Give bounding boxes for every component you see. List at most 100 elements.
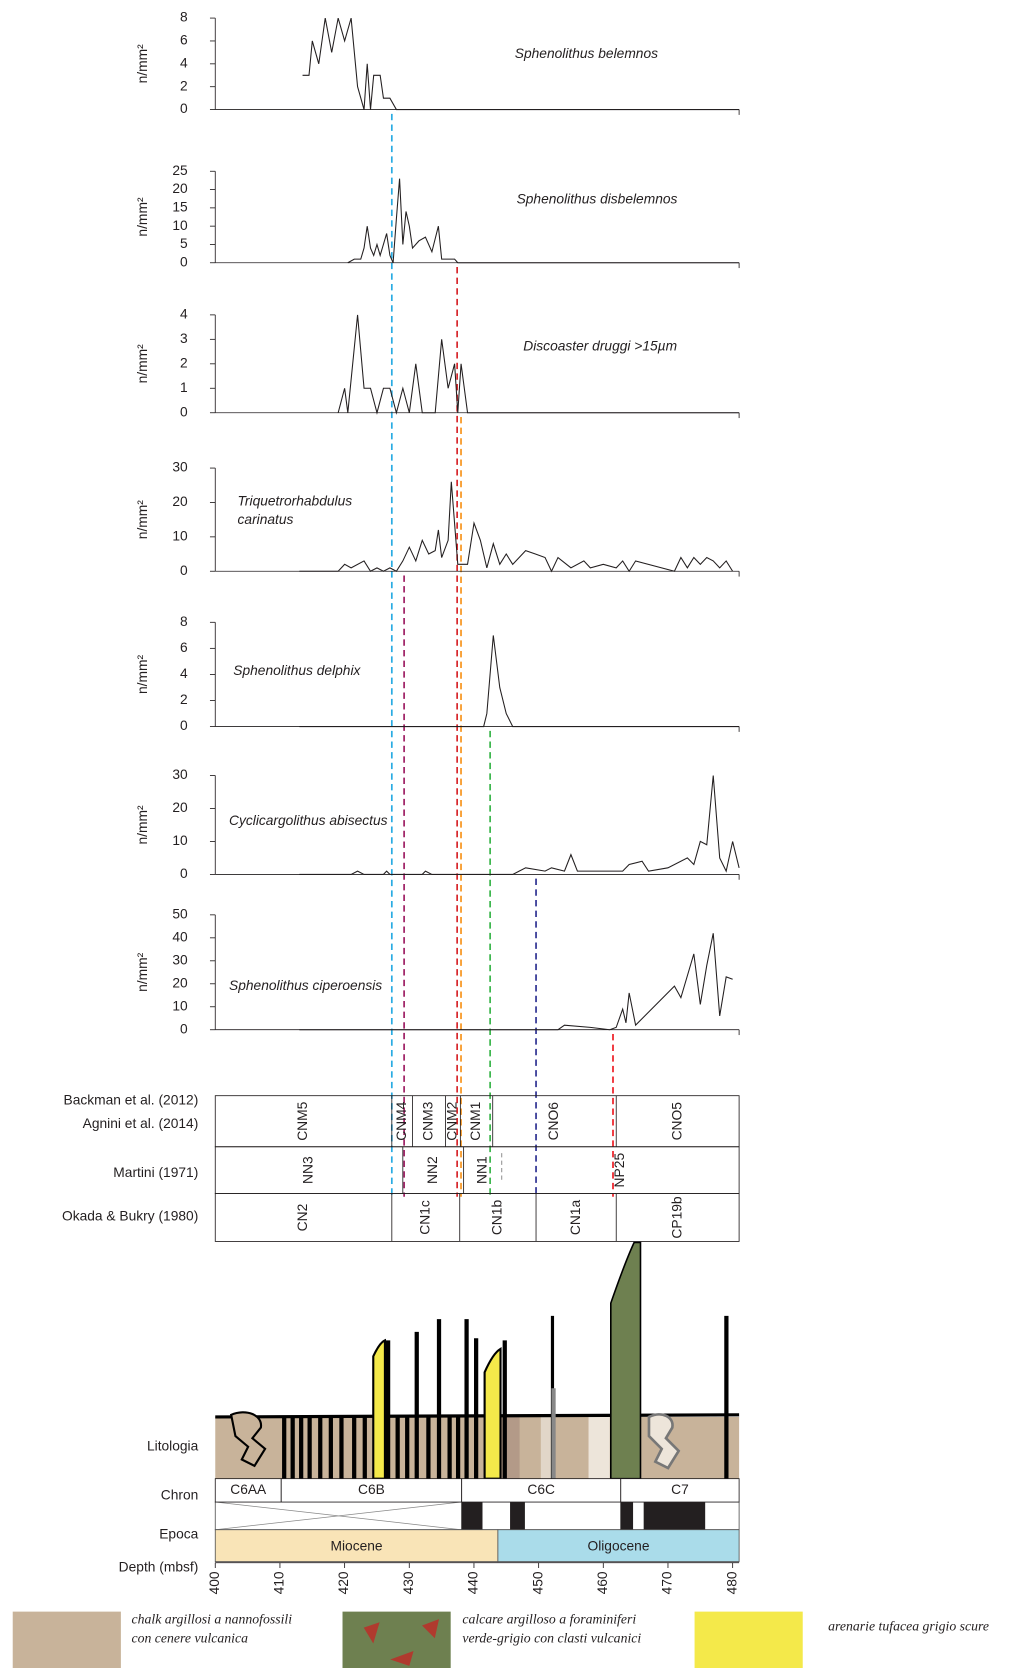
zone-label: CN2 [295,1204,310,1232]
series-line [338,315,739,413]
legend-text: con cenere vulcanica [131,1630,248,1645]
y-axis-label: n/mm² [135,805,150,845]
chron-name: C7 [671,1482,689,1497]
y-tick-label: 0 [180,866,188,881]
zone-label: CNM1 [468,1102,483,1141]
y-tick-label: 40 [172,929,188,944]
polarity [215,1502,739,1530]
legend-swatch [695,1612,803,1668]
y-tick-label: 2 [180,78,188,93]
zone-label: CN1c [417,1200,432,1235]
x-tick-label: 480 [724,1571,739,1594]
row-label: Agnini et al. (2014) [83,1116,199,1131]
panel-title: Sphenolithus delphix [233,663,361,678]
x-tick-label: 420 [336,1571,351,1594]
zone-row [215,1194,739,1242]
x-tick-label: 460 [595,1571,610,1594]
y-tick-label: 0 [180,404,188,419]
y-axis-label: n/mm² [135,500,150,540]
x-tick-label: 410 [272,1571,287,1594]
row-label: Backman et al. (2012) [64,1093,199,1108]
y-axis-label: n/mm² [135,344,150,384]
y-axis-label: n/mm² [135,952,150,992]
zone-label: CNM4 [394,1101,409,1140]
y-tick-label: 0 [180,254,188,269]
y-tick-label: 20 [172,800,188,815]
zone-label: NN2 [425,1156,440,1184]
chron-name: C6AA [230,1482,267,1497]
legend-swatch [13,1612,121,1668]
zone-label: NP25 [612,1153,627,1188]
zone-label: CNM2 [445,1102,460,1141]
panel-title: Sphenolithus ciperoensis [229,978,382,993]
epoch-name: Oligocene [587,1538,649,1553]
panel-title: carinatus [238,512,294,527]
y-axis-label: n/mm² [135,44,150,84]
y-tick-label: 0 [180,563,188,578]
y-tick-label: 15 [172,199,188,214]
lithology-label: Litologia [147,1438,199,1453]
panel-title: Triquetrorhabdulus [238,494,353,509]
y-tick-label: 30 [172,952,188,967]
lithology-column [215,1242,739,1478]
chron-name: C6B [358,1482,385,1497]
y-tick-label: 1 [180,380,188,395]
y-tick-label: 4 [180,666,188,681]
panel-title: Discoaster druggi >15µm [523,338,677,353]
series-line [299,635,739,726]
y-tick-label: 30 [172,460,188,475]
y-tick-label: 6 [180,640,188,655]
legend-text: arenarie tufacea grigio scure [828,1619,989,1634]
y-axis-label: n/mm² [135,197,150,237]
lithology-sand [485,1349,501,1479]
depth-axis-label: Depth (mbsf) [119,1560,199,1575]
figure: 02468n/mm²Sphenolithus belemnos051015202… [0,0,1018,1668]
y-tick-label: 20 [172,181,188,196]
y-tick-label: 20 [172,975,188,990]
zone-label: CNM5 [295,1101,310,1140]
panel-title: Sphenolithus belemnos [515,46,658,61]
x-tick-label: 430 [401,1571,416,1594]
chron-name: C6C [527,1482,555,1497]
zone-label: CNO6 [546,1102,561,1141]
y-tick-label: 10 [172,998,188,1013]
y-tick-label: 10 [172,218,188,233]
y-tick-label: 2 [180,355,188,370]
zone-label: CP19b [669,1196,684,1239]
zone-label: CNM3 [421,1101,436,1140]
epoch-label: Epoca [159,1527,198,1542]
y-tick-label: 50 [172,906,188,921]
series-line [303,18,740,109]
y-tick-label: 8 [180,614,188,629]
y-tick-label: 2 [180,692,188,707]
zone-label: CN1a [568,1200,583,1236]
y-tick-label: 10 [172,833,188,848]
y-tick-label: 25 [172,163,188,178]
x-tick-label: 440 [466,1571,481,1594]
lithology-unit [589,1417,610,1479]
series-line [299,482,732,571]
zone-label: NN1 [474,1156,489,1184]
x-tick-label: 450 [530,1571,545,1594]
row-label: Martini (1971) [113,1165,198,1180]
x-tick-label: 400 [207,1571,222,1594]
y-tick-label: 5 [180,236,188,251]
lithology-sand [373,1340,385,1478]
epoch-name: Miocene [331,1538,383,1553]
zone-label: CN1b [490,1200,505,1236]
zone-label: NN3 [301,1156,316,1184]
zone-label: CNO5 [669,1102,684,1141]
legend-text: verde-grigio con clasti vulcanici [462,1630,641,1645]
y-tick-label: 0 [180,1021,188,1036]
y-tick-label: 0 [180,101,188,116]
panel-title: Sphenolithus disbelemnos [517,192,678,207]
y-tick-label: 10 [172,528,188,543]
y-tick-label: 20 [172,494,188,509]
y-tick-label: 30 [172,767,188,782]
y-tick-label: 6 [180,33,188,48]
legend-text: chalk argillosi a nannofossili [131,1611,292,1626]
x-tick-label: 470 [660,1571,675,1594]
chron-label: Chron [161,1487,199,1502]
y-tick-label: 4 [180,307,188,322]
legend-text: calcare argilloso a foraminiferi [462,1611,636,1626]
